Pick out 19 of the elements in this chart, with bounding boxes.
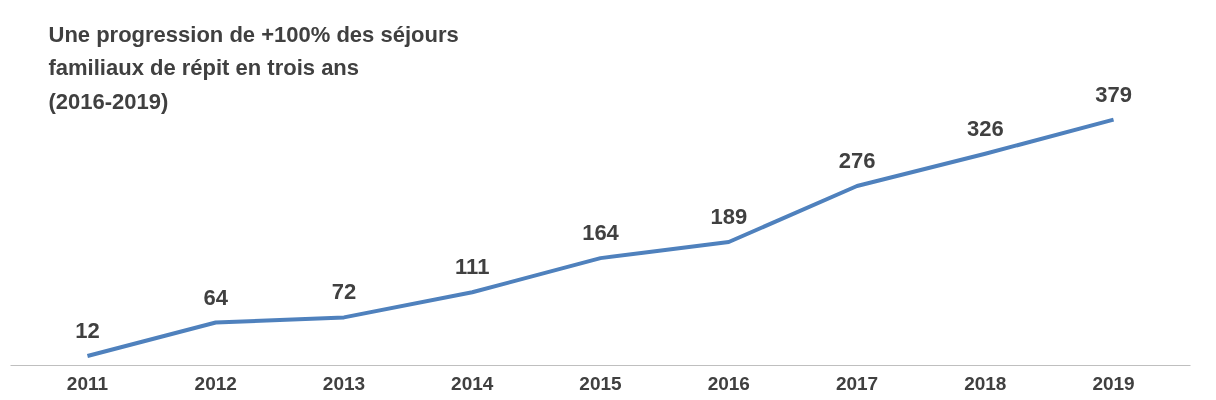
data-label: 276 — [838, 147, 876, 173]
x-tick-label: 2012 — [194, 372, 237, 394]
data-label: 326 — [966, 115, 1004, 141]
x-tick-label: 2015 — [579, 372, 623, 394]
data-label: 12 — [75, 318, 100, 344]
x-tick-label: 2018 — [964, 372, 1007, 394]
data-label: 379 — [1095, 81, 1132, 107]
data-label: 64 — [203, 284, 229, 310]
x-tick-label: 2016 — [707, 372, 750, 394]
data-label: 189 — [710, 204, 748, 230]
x-tick-label: 2017 — [835, 372, 879, 394]
x-tick-label: 2014 — [451, 372, 494, 394]
x-tick-label: 2013 — [322, 372, 366, 394]
chart-title: Une progression de +100% des séjours familiaux de répit en trois ans (2016-2019) — [48, 21, 459, 114]
data-label: 164 — [582, 220, 620, 246]
data-label: 72 — [331, 279, 357, 305]
x-tick-label: 2011 — [66, 372, 109, 394]
x-tick-label: 2019 — [1092, 372, 1135, 394]
data-label: 111 — [455, 254, 490, 280]
